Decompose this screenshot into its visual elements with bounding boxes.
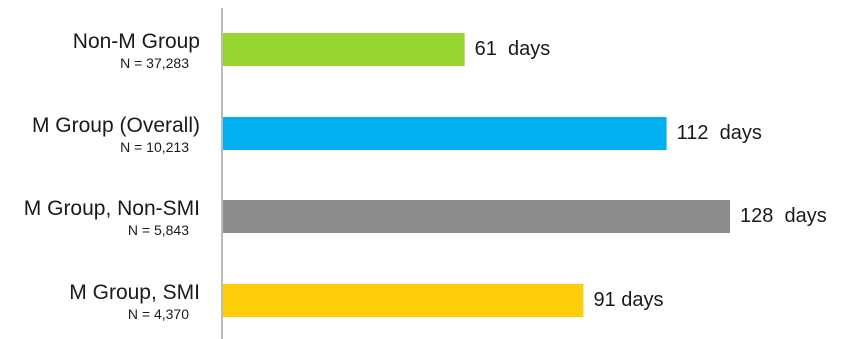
bar-2 <box>223 200 730 233</box>
bar-0 <box>223 33 465 66</box>
value-label-1: 112 days <box>677 122 762 144</box>
sample-size-label-2: N = 5,843 <box>128 222 189 238</box>
chart-marks: Non-M Group N = 37,283 61 days M Group (Ove… <box>24 30 827 322</box>
value-label-2: 128 days <box>740 205 827 227</box>
value-label-3: 91 days <box>593 289 663 311</box>
sample-size-label-0: N = 37,283 <box>120 55 189 71</box>
category-label-2: M Group, Non-SMI <box>24 197 200 220</box>
category-label-0: Non-M Group <box>73 30 200 53</box>
category-label-1: M Group (Overall) <box>32 114 200 137</box>
value-label-0: 61 days <box>475 38 551 60</box>
bar-1 <box>223 117 667 150</box>
sample-size-label-3: N = 4,370 <box>128 306 189 322</box>
sample-size-label-1: N = 10,213 <box>120 139 189 155</box>
category-label-3: M Group, SMI <box>69 281 200 304</box>
bar-3 <box>223 284 584 317</box>
